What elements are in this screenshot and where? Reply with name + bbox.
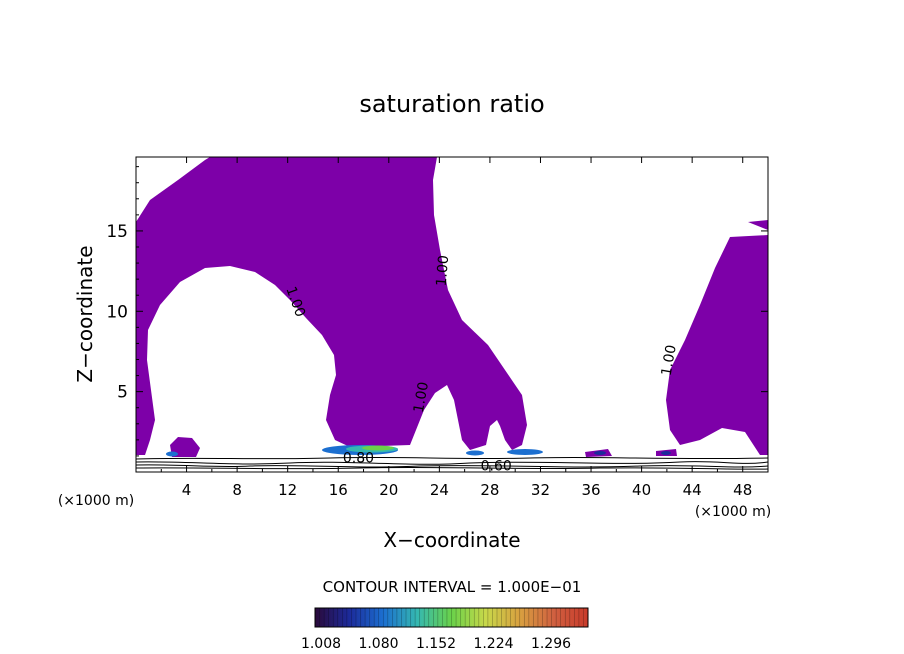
contour-line (136, 456, 768, 460)
contour-label: 1.00 (411, 381, 432, 414)
contour-label: 1.00 (434, 255, 453, 287)
contour-label: 1.00 (659, 344, 680, 377)
y-tick-label: 10 (106, 302, 128, 322)
x-tick-label: 4 (182, 481, 192, 499)
colorbar-stripes (319, 608, 584, 627)
supersaturated-region-top-right (748, 220, 768, 230)
colorbar: 1.008 1.080 1.152 1.224 1.296 (301, 607, 589, 652)
contour-line (136, 464, 768, 468)
y-tick-label: 15 (106, 222, 128, 242)
x-tick-label: 12 (278, 481, 297, 499)
contour-interval-text: CONTOUR INTERVAL = 1.000E−01 (323, 578, 582, 596)
colorbar-strip (314, 607, 589, 628)
contour-label: 0.60 (481, 458, 512, 474)
x-tick-label: 20 (379, 481, 398, 499)
low-patch-1 (170, 437, 200, 457)
supersaturated-region (136, 157, 527, 455)
y-axis: 5 10 15 (106, 166, 768, 457)
high-sat-cell (661, 451, 671, 455)
contour-line (136, 461, 768, 465)
colorbar-tick-label: 1.152 (416, 636, 456, 652)
colorbar-tick-label: 1.296 (531, 636, 571, 652)
colorbar-tick-label: 1.008 (301, 636, 341, 652)
y-tick-label: 5 (117, 383, 128, 403)
colorbar-tick-label: 1.224 (473, 636, 513, 652)
x-tick-label: 40 (632, 481, 651, 499)
x-unit-left: (×1000 m) (58, 493, 134, 509)
plot-frame (135, 156, 769, 473)
high-sat-cell (507, 449, 543, 455)
supersaturated-region-right (666, 235, 768, 455)
y-axis-title: Z−coordinate (73, 245, 97, 382)
contour-line (136, 466, 768, 470)
x-unit-right: (×1000 m) (695, 504, 771, 520)
x-tick-label: 24 (430, 481, 449, 499)
plot-area (136, 157, 768, 470)
x-tick-label: 48 (733, 481, 752, 499)
x-tick-label: 44 (683, 481, 702, 499)
colorbar-tick-label: 1.080 (358, 636, 398, 652)
x-tick-label: 16 (329, 481, 348, 499)
high-sat-cell (362, 445, 394, 451)
x-tick-label: 36 (581, 481, 600, 499)
high-sat-cell (594, 451, 606, 455)
chart-title: saturation ratio (359, 90, 544, 118)
colorbar-labels: 1.008 1.080 1.152 1.224 1.296 (301, 636, 571, 652)
x-axis-title: X−coordinate (383, 528, 520, 552)
x-tick-label: 32 (531, 481, 550, 499)
high-sat-cell (166, 451, 178, 457)
x-tick-label: 8 (232, 481, 242, 499)
high-sat-cell (466, 450, 484, 456)
x-tick-label: 28 (480, 481, 499, 499)
contour-label: 0.80 (343, 450, 374, 466)
x-axis: 4 8 12 16 20 24 28 32 36 40 44 48 (160, 157, 752, 499)
